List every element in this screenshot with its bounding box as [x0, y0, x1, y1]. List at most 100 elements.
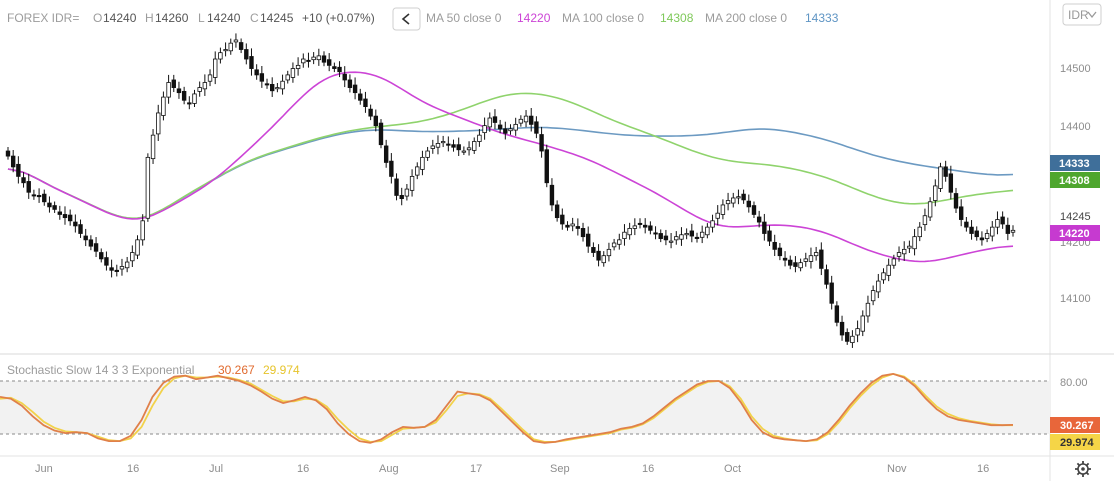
candle-body-down	[109, 267, 114, 271]
candle	[119, 258, 125, 276]
x-tick-label: Jul	[209, 463, 223, 475]
stoch-d-tag: 29.974	[1050, 434, 1100, 450]
candle-body-down	[943, 166, 948, 177]
candle	[782, 251, 788, 267]
chevron-left-icon[interactable]	[401, 13, 410, 25]
chevron-down-icon[interactable]	[1087, 11, 1097, 19]
x-tick-label: Aug	[379, 463, 399, 475]
candle	[777, 243, 783, 261]
candle-body-up	[482, 125, 487, 134]
candle-body-up	[472, 141, 477, 151]
candle-body-down	[21, 177, 26, 184]
candle	[819, 242, 824, 276]
collapse-button-frame[interactable]	[392, 7, 421, 31]
candle-body-up	[736, 196, 741, 199]
candle-body-down	[497, 124, 503, 130]
ma50-tag-bg	[1050, 225, 1100, 241]
candle	[896, 246, 902, 262]
candle	[368, 104, 373, 121]
candle	[632, 218, 638, 236]
candle-body-up	[145, 156, 151, 219]
candle-body-down	[1005, 224, 1011, 234]
candle	[373, 109, 379, 132]
candle	[270, 77, 275, 97]
candle-body-up	[213, 58, 218, 78]
candle	[751, 201, 757, 219]
candle	[549, 178, 555, 212]
candle-body-down	[399, 195, 404, 200]
candle-body-up	[984, 233, 990, 239]
candle	[1010, 225, 1016, 237]
candle-body-up	[466, 147, 472, 151]
candle-body-down	[637, 222, 643, 225]
candle	[642, 218, 648, 234]
candle	[425, 146, 430, 161]
candle-body-down	[114, 269, 119, 272]
gear-hub[interactable]	[1081, 467, 1085, 471]
candle-body-up	[715, 212, 720, 219]
candle	[611, 238, 617, 251]
candle-body-down	[767, 230, 772, 242]
currency-button-frame[interactable]	[1062, 3, 1102, 26]
candle	[606, 242, 612, 262]
ma100-tag-bg	[1050, 172, 1100, 188]
candle	[275, 83, 280, 93]
candle-body-up	[420, 156, 425, 170]
candle	[207, 69, 213, 87]
candle	[145, 153, 151, 222]
candle	[876, 273, 881, 299]
candle-body-up	[865, 302, 871, 317]
candle	[316, 48, 322, 66]
candle-body-down	[746, 200, 751, 208]
candle	[124, 256, 130, 273]
x-tick-label: Oct	[724, 463, 741, 475]
candle	[446, 136, 451, 152]
candle	[938, 162, 943, 193]
candle	[710, 214, 715, 233]
candle	[301, 53, 306, 68]
candle-body-up	[808, 255, 814, 262]
candle-body-up	[119, 266, 125, 270]
candle-body-up	[140, 220, 145, 241]
candle-body-down	[554, 204, 560, 219]
candle	[912, 229, 917, 256]
candle-body-up	[622, 231, 627, 239]
candle-body-down	[503, 128, 508, 134]
ma200-value: 14333	[805, 11, 839, 25]
candle-body-up	[311, 56, 316, 61]
currency-button[interactable]: IDR	[1062, 3, 1102, 26]
candle	[565, 221, 570, 231]
candle-body-up	[907, 245, 912, 249]
candle	[166, 74, 171, 104]
candle-body-up	[197, 87, 202, 92]
candle-body-up	[404, 188, 410, 197]
candle-body-down	[549, 184, 555, 206]
gear-icon[interactable]	[1075, 461, 1091, 477]
ma50-tag-label: 14220	[1059, 228, 1090, 240]
candle-body-up	[720, 204, 726, 215]
ma200-tag-bg	[1050, 155, 1100, 171]
ma50-price-tag: 14220	[1050, 225, 1100, 241]
candle	[741, 189, 746, 204]
candle-body-up	[513, 123, 518, 131]
candle-body-up	[725, 200, 731, 205]
candle	[93, 237, 99, 258]
ma50-value: 14220	[517, 11, 551, 25]
candle	[109, 259, 114, 278]
candle-body-down	[332, 66, 337, 69]
ma100-value: 14308	[660, 11, 694, 25]
candle-body-down	[969, 226, 974, 234]
close-value: 14245	[260, 11, 294, 25]
candle	[508, 124, 513, 135]
gear-teeth[interactable]	[1075, 461, 1091, 477]
candle-body-down	[238, 42, 244, 50]
candle-body-down	[948, 173, 954, 193]
collapse-legend-button[interactable]	[392, 7, 421, 31]
candle	[964, 217, 969, 232]
candle-body-down	[373, 115, 379, 127]
candle	[943, 160, 948, 182]
candle-body-down	[342, 73, 347, 81]
candle-body-down	[368, 108, 373, 117]
currency-label[interactable]: IDR	[1068, 8, 1089, 22]
